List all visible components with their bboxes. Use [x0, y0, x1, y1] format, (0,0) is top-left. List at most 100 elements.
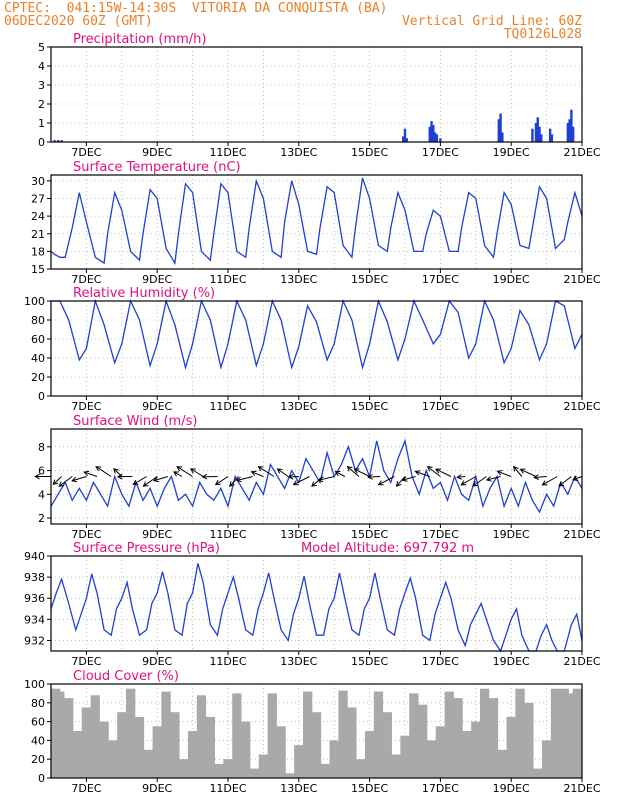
- wind-arrow: [229, 476, 239, 487]
- wind-arrow: [153, 476, 168, 482]
- cloud-cover-bar: [338, 690, 348, 778]
- y-tick-label: 60: [31, 333, 45, 346]
- wind-arrow: [534, 476, 547, 479]
- wind-arrow-head: [519, 468, 526, 474]
- y-tick-label: 0: [38, 772, 45, 785]
- precip-bar: [433, 132, 437, 142]
- wind-arrow-head: [292, 480, 299, 486]
- cloud-cover-bar: [294, 745, 304, 778]
- x-tick-label: 13DEC: [280, 655, 317, 668]
- x-tick-label: 15DEC: [351, 528, 388, 541]
- cloud-cover-bar: [302, 691, 313, 778]
- header-model-id: TQ0126L028: [503, 27, 582, 42]
- header-grid-note: Vertical Grid Line: 60Z: [401, 14, 582, 29]
- precip-bar: [439, 138, 442, 142]
- wind-arrow-head: [142, 481, 149, 487]
- x-tick-label: 21DEC: [563, 146, 600, 159]
- cloud-cover-bar: [453, 698, 463, 778]
- cloud-cover-bar: [497, 749, 508, 778]
- precip-bar: [550, 134, 554, 142]
- wind-arrow: [215, 476, 229, 485]
- wind-arrow-head: [334, 471, 341, 477]
- y-tick-label: 4: [38, 488, 45, 501]
- wind-arrow: [293, 476, 310, 486]
- wind-arrow-head: [496, 470, 503, 476]
- cloud-cover-bar: [373, 691, 384, 778]
- precip-bar: [403, 128, 407, 142]
- y-tick-label: 27: [31, 193, 45, 206]
- cloud-cover-bar: [276, 726, 286, 778]
- wind-arrow: [472, 476, 487, 487]
- x-tick-label: 9DEC: [142, 782, 172, 795]
- y-tick-label: 24: [31, 210, 45, 223]
- y-tick-label: 80: [31, 314, 45, 327]
- wind-arrow-head: [173, 471, 179, 477]
- precip-bar: [402, 136, 405, 142]
- wind-arrow-head: [257, 466, 264, 472]
- cloud-cover-bar: [232, 693, 242, 778]
- cloud-cover-bar: [320, 763, 331, 778]
- cloud-cover-bar: [285, 773, 295, 778]
- x-tick-label: 13DEC: [280, 146, 317, 159]
- wind-arrow: [435, 468, 452, 477]
- header-date-line: 06DEC2020 60Z (GMT): [4, 14, 153, 29]
- panel-title: Surface Temperature (nC): [73, 160, 241, 175]
- wind-arrow-head: [250, 470, 257, 476]
- cloud-cover-bar: [541, 740, 552, 778]
- x-tick-label: 11DEC: [209, 146, 246, 159]
- wind-arrow-head: [317, 476, 324, 483]
- wind-arrow: [558, 476, 572, 487]
- cloud-cover-bar: [311, 712, 322, 778]
- wind-arrow: [354, 468, 370, 477]
- wind-arrow: [95, 466, 112, 477]
- cloud-cover-bar: [479, 688, 490, 778]
- precip-bar: [499, 113, 502, 142]
- wind-arrow-head: [276, 468, 283, 474]
- cloud-cover-bar: [462, 731, 472, 778]
- cloud-cover-bar: [435, 726, 446, 778]
- wind-arrow-head: [287, 473, 294, 480]
- precip-bar: [432, 124, 435, 142]
- wind-arrow: [176, 466, 193, 477]
- cloud-cover-bar: [90, 695, 100, 778]
- precip-bar: [538, 126, 541, 142]
- x-tick-label: 9DEC: [142, 400, 172, 413]
- cloud-cover-bar: [382, 712, 392, 778]
- cloud-cover-bar: [187, 731, 198, 778]
- y-tick-label: 2: [38, 98, 45, 111]
- panel-title: Surface Wind (m/s): [73, 414, 197, 429]
- cloud-cover-bar: [196, 695, 207, 778]
- x-tick-label: 15DEC: [351, 146, 388, 159]
- x-tick-label: 17DEC: [422, 273, 459, 286]
- x-tick-label: 13DEC: [280, 528, 317, 541]
- precip-bar: [570, 109, 573, 142]
- cloud-cover-bar: [117, 712, 127, 778]
- wind-arrow-head: [367, 474, 373, 480]
- precip-bar: [56, 140, 60, 142]
- precip-bar: [60, 140, 63, 142]
- wind-arrow: [58, 476, 73, 487]
- cloud-cover-bar: [170, 712, 180, 778]
- cloud-cover-bar: [329, 740, 339, 778]
- cloud-cover-bar: [524, 702, 534, 778]
- wind-arrow: [572, 476, 583, 481]
- panel-frame: [50, 46, 583, 143]
- wind-arrow: [52, 476, 62, 485]
- precip-bar: [428, 126, 431, 142]
- panel-frame: [50, 555, 583, 652]
- y-tick-label: 934: [24, 613, 45, 626]
- x-tick-label: 9DEC: [142, 528, 172, 541]
- wind-arrow: [190, 468, 204, 477]
- cloud-cover-bar: [249, 768, 260, 778]
- wind-arrow: [335, 471, 346, 477]
- y-tick-label: 21: [31, 228, 45, 241]
- wind-arrow-head: [83, 470, 90, 477]
- x-tick-label: 9DEC: [142, 273, 172, 286]
- chart-header: CPTEC: 041:15W-14:30S VITORIA DA CONQUIS…: [0, 0, 618, 48]
- cloud-cover-bar: [241, 721, 251, 778]
- cloud-cover-bar: [223, 759, 233, 778]
- cloud-cover-bar: [400, 735, 410, 778]
- wind-arrow: [84, 471, 98, 477]
- wind-arrow-head: [71, 476, 78, 483]
- series-line: [50, 438, 583, 514]
